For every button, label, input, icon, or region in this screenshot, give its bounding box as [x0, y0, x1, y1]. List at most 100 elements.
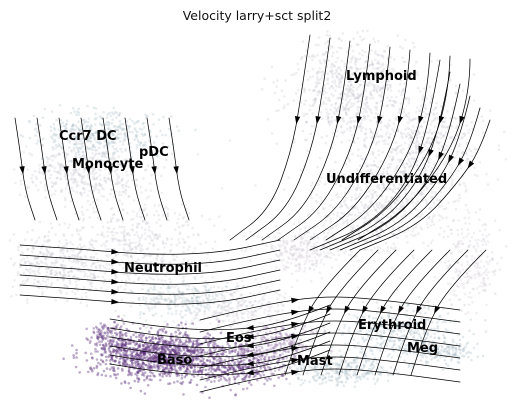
cell-point — [490, 257, 494, 261]
cell-point — [104, 244, 107, 248]
cell-point — [397, 187, 400, 190]
cell-point — [419, 135, 423, 139]
cell-point — [316, 253, 319, 257]
cell-point — [429, 122, 433, 126]
cell-point — [239, 304, 243, 308]
cell-point — [253, 299, 257, 303]
cell-point — [426, 112, 430, 116]
cell-point — [375, 101, 379, 105]
cell-point — [460, 136, 464, 139]
cell-point — [313, 249, 316, 252]
cell-point — [145, 222, 148, 226]
cell-point — [426, 160, 430, 163]
cell-point — [209, 322, 212, 325]
cell-point — [363, 240, 367, 243]
cell-point — [301, 254, 304, 258]
cell-point — [397, 188, 400, 191]
cell-point — [461, 335, 465, 339]
cell-point — [86, 146, 89, 150]
cell-point — [53, 273, 57, 277]
cell-point — [324, 42, 327, 45]
cell-point — [460, 137, 464, 140]
cell-point — [357, 259, 360, 263]
cell-point — [353, 213, 357, 217]
cell-point — [333, 119, 337, 122]
cell-point — [378, 349, 382, 353]
cell-point — [385, 125, 389, 129]
cell-point — [401, 136, 404, 139]
cell-point — [386, 127, 389, 130]
cell-point — [19, 134, 23, 137]
cell-point — [305, 120, 308, 124]
cell-point — [478, 272, 481, 276]
cell-point — [151, 314, 155, 317]
cell-point — [137, 140, 140, 144]
cell-point — [359, 192, 362, 196]
cell-point — [468, 269, 472, 273]
cell-point — [112, 227, 116, 230]
cell-point — [12, 233, 16, 236]
cell-point — [405, 235, 408, 238]
cell-point — [263, 311, 266, 314]
cell-point — [89, 256, 92, 259]
cell-point — [367, 81, 370, 85]
cell-point — [376, 234, 380, 238]
cell-point — [387, 313, 391, 317]
cell-point — [101, 275, 105, 279]
cell-point — [470, 258, 474, 261]
cell-point — [456, 246, 460, 249]
cell-point — [359, 93, 362, 97]
cell-point — [446, 265, 449, 268]
cell-point — [35, 177, 39, 180]
cell-point — [374, 52, 377, 55]
cell-point — [276, 79, 279, 82]
cell-point — [86, 120, 90, 124]
cell-point — [478, 229, 482, 233]
cell-point — [269, 288, 272, 292]
cell-point — [302, 241, 305, 244]
cell-point — [49, 222, 53, 225]
cell-point — [328, 242, 332, 246]
cell-point — [403, 141, 407, 145]
cell-point — [78, 229, 82, 232]
cell-point — [143, 133, 147, 137]
cell-point — [367, 84, 370, 87]
cell-point — [87, 139, 90, 143]
cell-point — [85, 264, 88, 268]
cell-point — [484, 223, 488, 227]
cell-point — [481, 243, 485, 247]
cell-point — [144, 319, 148, 322]
cell-point — [290, 285, 294, 289]
cell-point — [356, 112, 359, 115]
cell-point — [174, 305, 177, 308]
cell-point — [350, 229, 354, 232]
cell-point — [393, 342, 396, 346]
cell-point — [465, 275, 469, 279]
cell-point — [133, 138, 137, 141]
cell-point — [390, 246, 393, 249]
cell-point — [213, 312, 216, 315]
cell-point — [435, 135, 438, 138]
cell-point — [135, 246, 138, 249]
cell-point — [477, 254, 481, 257]
cell-point — [314, 264, 318, 268]
cell-point — [61, 259, 65, 263]
cell-point — [316, 54, 319, 57]
cell-point — [148, 242, 151, 245]
cell-point — [43, 189, 47, 192]
cell-point — [139, 250, 143, 253]
cell-point — [429, 100, 433, 104]
cell-point — [163, 246, 166, 249]
cell-point — [175, 243, 179, 247]
cell-point — [183, 240, 187, 244]
cell-point — [71, 290, 74, 294]
cell-point — [279, 232, 282, 235]
cell-point — [106, 132, 109, 136]
cell-point — [448, 117, 452, 120]
cell-point — [71, 255, 74, 258]
cell-point — [465, 152, 469, 156]
cell-point — [352, 338, 356, 342]
cell-point — [473, 257, 477, 260]
cell-point — [292, 73, 296, 76]
cell-point — [213, 240, 217, 243]
